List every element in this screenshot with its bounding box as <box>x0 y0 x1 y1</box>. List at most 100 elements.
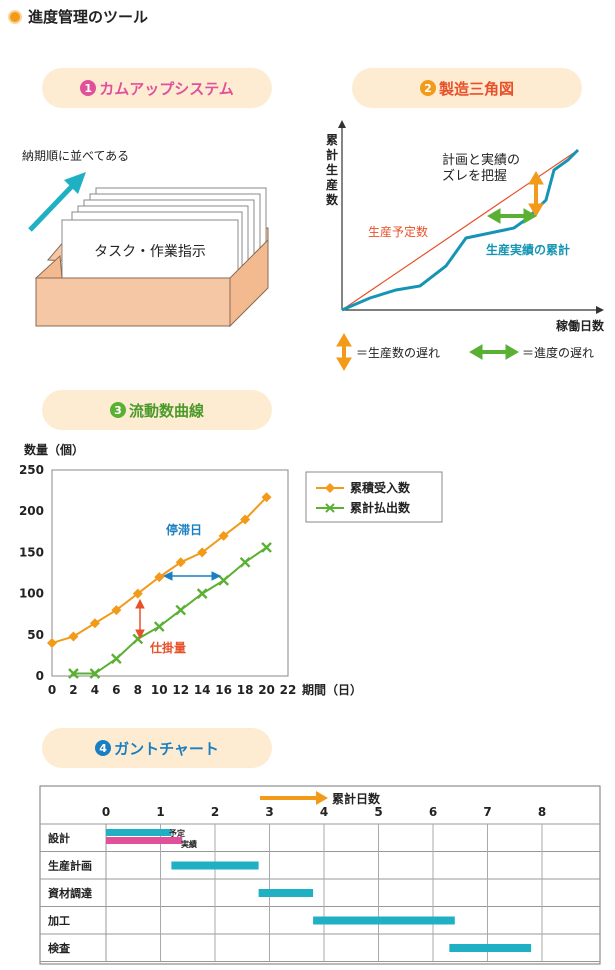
data-point-1 <box>68 631 79 642</box>
tool2-title: 製造三角図 <box>438 79 514 98</box>
stagnation-arrow <box>162 571 222 581</box>
tool4-title: ガントチャート <box>114 739 219 758</box>
data-point-1 <box>154 572 165 583</box>
gap-label-line1: 計画と実績の <box>442 152 520 168</box>
gantt-day-tick: 4 <box>320 805 328 819</box>
x-tick-label: 20 <box>258 683 275 697</box>
gantt-row-label: 加工 <box>47 913 70 927</box>
x-tick-label: 16 <box>215 683 232 697</box>
x-tick-label: 0 <box>48 683 56 697</box>
tool2-ylabel: 累 計 生 産 数 <box>326 133 339 207</box>
y-tick-label: 200 <box>19 504 44 518</box>
gantt-day-tick: 5 <box>374 805 382 819</box>
tool1-title: カムアップシステム <box>99 79 234 98</box>
data-point-1 <box>240 514 251 525</box>
gantt-bar-plan <box>106 829 172 836</box>
legend-series-2-label: 累計払出数 <box>350 500 411 515</box>
data-point-2 <box>196 588 208 599</box>
data-point-1 <box>111 605 122 616</box>
gantt-bar-plan <box>449 944 532 952</box>
ylabel-char: 生 <box>326 162 338 177</box>
data-point-2 <box>89 668 101 679</box>
x-tick-label: 8 <box>134 683 142 697</box>
chart-legend <box>305 471 443 523</box>
tool4-number: 4 <box>95 740 112 756</box>
gantt-row-label: 生産計画 <box>48 858 92 872</box>
gap-horizontal-arrow <box>487 208 537 224</box>
legend-series-1-icon <box>316 483 344 493</box>
gantt-axis-label: 累計日数 <box>332 791 381 806</box>
tool1-number: 1 <box>80 80 97 96</box>
gap-vertical-arrow <box>528 171 544 217</box>
data-point-2 <box>68 668 79 679</box>
chart-xlabel: 期間（日） <box>302 682 362 697</box>
card-stack <box>61 187 267 283</box>
ylabel-char: 産 <box>326 177 338 192</box>
x-tick-label: 2 <box>69 683 77 697</box>
data-point-1 <box>218 530 229 541</box>
gantt-day-tick: 3 <box>265 805 273 819</box>
ylabel-char: 数 <box>326 192 339 207</box>
x-tick-label: 22 <box>280 683 297 697</box>
gantt-bar-plan <box>313 916 455 925</box>
ylabel-char: 計 <box>326 147 338 162</box>
data-point-2 <box>153 621 165 632</box>
x-tick-label: 14 <box>194 683 211 697</box>
annotation-stagnation: 停滞日 <box>166 522 202 537</box>
box-left-flap <box>34 254 63 279</box>
gantt-axis-arrow-icon <box>260 791 328 805</box>
data-point-1 <box>89 618 100 629</box>
tool2-number: 2 <box>419 80 436 96</box>
legend-series-2-icon <box>316 503 344 513</box>
x-tick-label: 4 <box>91 683 99 697</box>
gantt-bar-actual <box>106 837 183 844</box>
data-point-2 <box>218 575 229 586</box>
header: 進度管理のツール <box>8 6 148 27</box>
y-tick-label: 100 <box>19 587 44 601</box>
tool1-title-pill: 1 カムアップシステム <box>42 68 272 108</box>
legend-vertical-label: ＝生産数の遅れ <box>356 345 440 360</box>
gantt-day-tick: 7 <box>483 805 491 819</box>
data-point-2 <box>111 653 122 665</box>
tool1-illustration: 納期順に並べてある タスク・作業指示 <box>22 149 269 328</box>
gantt-day-tick: 8 <box>538 805 546 819</box>
annotation-wip: 仕掛量 <box>149 640 186 655</box>
bar-actual-label: 実績 <box>181 839 197 849</box>
actual-label: 生産実績の累計 <box>486 242 570 257</box>
box-side <box>229 238 269 328</box>
legend-horizontal-icon <box>469 344 519 360</box>
x-tick-label: 12 <box>172 683 189 697</box>
tool2-y-arrow <box>338 120 346 128</box>
tool4-title-pill: 4 ガントチャート <box>42 728 272 768</box>
gantt-bars <box>106 829 532 952</box>
gantt-row-label: 資材調達 <box>48 886 92 900</box>
gantt-day-tick: 2 <box>211 805 219 819</box>
bar-plan-label: 予定 <box>169 828 185 838</box>
y-tick-label: 0 <box>36 669 44 683</box>
data-point-1 <box>47 638 57 649</box>
tool2-diagram: 累 計 生 産 数 計画と実績の ズレを把握 生産予定数 生産実績の累計 稼働日… <box>326 120 605 371</box>
tool1-arrow-icon <box>28 172 86 232</box>
chart-series <box>47 492 272 679</box>
legend-series-1-label: 累積受入数 <box>350 480 411 495</box>
y-tick-label: 50 <box>27 628 44 642</box>
tool2-title-pill: 2 製造三角図 <box>352 68 582 108</box>
tool3-number: 3 <box>109 402 126 418</box>
x-tick-label: 10 <box>151 683 168 697</box>
tool1-arrow-label: 納期順に並べてある <box>22 149 129 163</box>
data-point-2 <box>175 604 187 616</box>
data-point-2 <box>239 556 251 568</box>
x-tick-label: 6 <box>112 683 120 697</box>
box-front <box>35 277 231 327</box>
tool2-x-arrow <box>596 306 604 314</box>
chart-ylabel: 数量（個） <box>24 442 84 457</box>
gantt-bar-plan <box>258 889 314 897</box>
ylabel-char: 累 <box>326 133 338 147</box>
tool2-xlabel: 稼働日数 <box>556 318 605 333</box>
header-title: 進度管理のツール <box>28 8 149 26</box>
tool1-card-label: タスク・作業指示 <box>94 244 206 260</box>
header-circle-icon <box>8 9 22 24</box>
